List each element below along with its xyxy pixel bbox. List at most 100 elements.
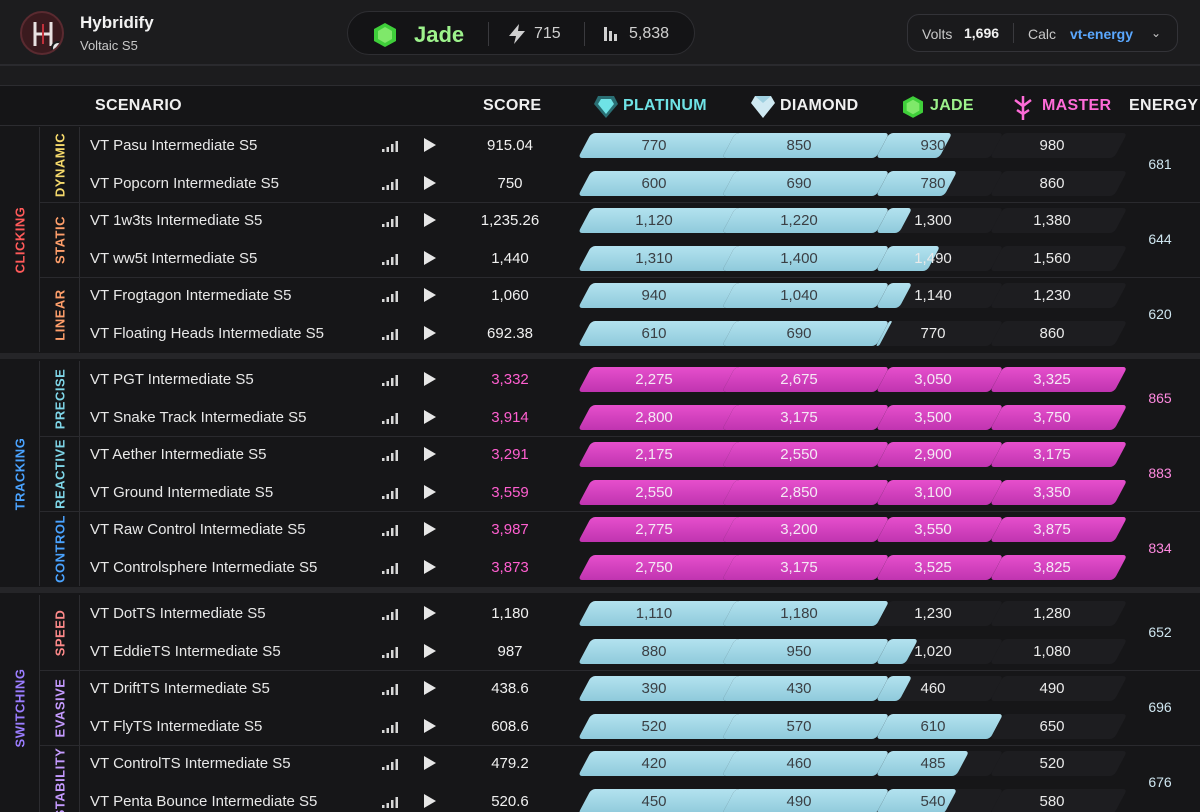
steam-icon [51, 41, 62, 53]
rank-threshold-bar: 1,040 [722, 283, 890, 308]
threshold-value: 690 [786, 174, 812, 192]
table-row[interactable]: VT Penta Bounce Intermediate S5 520.6 450 4… [40, 783, 1128, 812]
scenario-name[interactable]: VT EddieTS Intermediate S5 [90, 642, 281, 660]
rank-threshold-bar: 2,750 [578, 554, 744, 580]
play-icon[interactable] [424, 288, 436, 302]
scenario-name[interactable]: VT Controlsphere Intermediate S5 [90, 558, 318, 576]
header-diamond[interactable]: DIAMOND [780, 97, 859, 114]
scenario-name[interactable]: VT Frogtagon Intermediate S5 [90, 287, 292, 304]
group-precise: PRECISE [40, 361, 1200, 436]
scenario-name[interactable]: VT Ground Intermediate S5 [90, 483, 274, 501]
play-icon[interactable] [424, 175, 436, 190]
scenario-name[interactable]: VT DriftTS Intermediate S5 [90, 680, 270, 697]
rank-threshold-bar: 485 [876, 751, 1004, 776]
rank-threshold-bar: 1,110 [578, 601, 744, 626]
rank-threshold-bar: 3,500 [876, 404, 1004, 430]
table-row[interactable]: VT Ground Intermediate S5 3,559 2,550 2,850… [40, 474, 1128, 511]
rank-threshold-bar: 1,140 [876, 283, 1004, 308]
play-icon[interactable] [424, 484, 436, 499]
scenario-name[interactable]: VT Floating Heads Intermediate S5 [90, 324, 325, 342]
table-row[interactable]: VT Pasu Intermediate S5 915.04 770 850 930 98… [40, 127, 1128, 164]
table-row[interactable]: VT Snake Track Intermediate S5 3,914 2,800… [40, 399, 1128, 436]
play-icon[interactable] [424, 756, 436, 770]
play-icon[interactable] [424, 409, 436, 424]
table-row[interactable]: VT PGT Intermediate S5 3,332 2,275 2,675 3,0… [40, 361, 1128, 398]
play-icon[interactable] [424, 559, 436, 574]
header-jade[interactable]: JADE [930, 97, 974, 114]
scenario-name[interactable]: VT FlyTS Intermediate S5 [90, 717, 263, 735]
header-platinum[interactable]: PLATINUM [623, 97, 707, 114]
scenario-name[interactable]: VT 1w3ts Intermediate S5 [90, 212, 263, 229]
play-icon[interactable] [424, 643, 436, 658]
group-label: EVASIVE [40, 670, 80, 745]
table-row[interactable]: VT 1w3ts Intermediate S5 1,235.26 1,120 1,2… [40, 202, 1128, 239]
table-row[interactable]: VT Frogtagon Intermediate S5 1,060 940 1,04… [40, 277, 1128, 314]
table-row[interactable]: VT ControlTS Intermediate S5 479.2 420 460 4… [40, 745, 1128, 782]
header-divider [0, 64, 1200, 66]
rank-position: 5,838 [629, 25, 670, 42]
rank-threshold-bar: 2,900 [876, 442, 1004, 467]
scenario-name[interactable]: VT ww5t Intermediate S5 [90, 249, 258, 267]
play-icon[interactable] [424, 213, 436, 227]
section-divider [0, 353, 1200, 359]
play-icon[interactable] [424, 447, 436, 461]
section-label: CLICKING [0, 127, 40, 352]
group-linear: LINEAR [40, 277, 1200, 352]
difficulty-bars-icon [382, 328, 398, 340]
chevron-down-icon[interactable]: ⌄ [1151, 26, 1162, 40]
scenario-name[interactable]: VT Aether Intermediate S5 [90, 446, 267, 463]
header-master[interactable]: MASTER [1042, 97, 1112, 114]
header-scenario[interactable]: SCENARIO [95, 97, 182, 114]
scenario-name[interactable]: VT Raw Control Intermediate S5 [90, 521, 306, 538]
scenario-name[interactable]: VT DotTS Intermediate S5 [90, 605, 266, 622]
table-row[interactable]: VT ww5t Intermediate S5 1,440 1,310 1,400 1,… [40, 240, 1128, 277]
group-label: STATIC [40, 202, 80, 277]
threshold-value: 1,080 [1033, 642, 1071, 660]
scenario-name[interactable]: VT Pasu Intermediate S5 [90, 137, 258, 154]
header-energy[interactable]: ENERGY [1129, 97, 1199, 114]
threshold-value: 540 [920, 792, 946, 810]
rank-threshold-bar: 520 [990, 751, 1128, 776]
rank-summary: Jade 715 5,838 [347, 11, 695, 55]
play-icon[interactable] [424, 681, 436, 695]
table-row[interactable]: VT Aether Intermediate S5 3,291 2,175 2,550… [40, 436, 1128, 473]
scenario-name[interactable]: VT Penta Bounce Intermediate S5 [90, 792, 318, 810]
threshold-value: 3,050 [914, 371, 952, 388]
table-row[interactable]: VT Controlsphere Intermediate S5 3,873 2,7… [40, 549, 1128, 586]
calc-value[interactable]: vt-energy [1070, 26, 1134, 42]
section-label-text: TRACKING [12, 437, 27, 510]
threshold-value: 1,140 [914, 287, 952, 304]
table-row[interactable]: VT Floating Heads Intermediate S5 692.38 6… [40, 315, 1128, 352]
scenario-name[interactable]: VT ControlTS Intermediate S5 [90, 755, 291, 772]
table-row[interactable]: VT DotTS Intermediate S5 1,180 1,110 1,180 1… [40, 595, 1128, 632]
threshold-value: 1,380 [1033, 212, 1071, 229]
play-icon[interactable] [424, 138, 436, 152]
rank-threshold-bar: 3,100 [876, 479, 1004, 505]
header-score[interactable]: SCORE [483, 97, 542, 114]
play-icon[interactable] [424, 522, 436, 536]
threshold-value: 3,550 [914, 521, 952, 538]
energy-value: 834 [1148, 539, 1172, 556]
table-row[interactable]: VT FlyTS Intermediate S5 608.6 520 570 610 65… [40, 708, 1128, 745]
play-icon[interactable] [424, 793, 436, 808]
group-label: STABILITY [40, 745, 80, 812]
play-icon[interactable] [424, 718, 436, 733]
threshold-value: 1,300 [914, 212, 952, 229]
threshold-value: 1,220 [780, 212, 818, 229]
play-icon[interactable] [424, 250, 436, 265]
play-icon[interactable] [424, 325, 436, 340]
play-icon[interactable] [424, 372, 436, 386]
table-row[interactable]: VT Raw Control Intermediate S5 3,987 2,775… [40, 511, 1128, 548]
play-icon[interactable] [424, 606, 436, 620]
platinum-rank-icon [594, 96, 618, 118]
avatar[interactable] [20, 11, 64, 55]
scenario-name[interactable]: VT Snake Track Intermediate S5 [90, 408, 307, 426]
table-row[interactable]: VT Popcorn Intermediate S5 750 600 690 780 86… [40, 165, 1128, 202]
table-row[interactable]: VT DriftTS Intermediate S5 438.6 390 430 460… [40, 670, 1128, 707]
scenario-name[interactable]: VT Popcorn Intermediate S5 [90, 174, 279, 192]
rank-threshold-bar: 3,875 [990, 517, 1128, 542]
scenario-name[interactable]: VT PGT Intermediate S5 [90, 371, 254, 388]
volts-calc-selector[interactable]: Volts 1,696 Calc vt-energy ⌄ [907, 14, 1178, 52]
group-evasive: EVASIVE [40, 670, 1200, 745]
table-row[interactable]: VT EddieTS Intermediate S5 987 880 950 1,020… [40, 633, 1128, 670]
